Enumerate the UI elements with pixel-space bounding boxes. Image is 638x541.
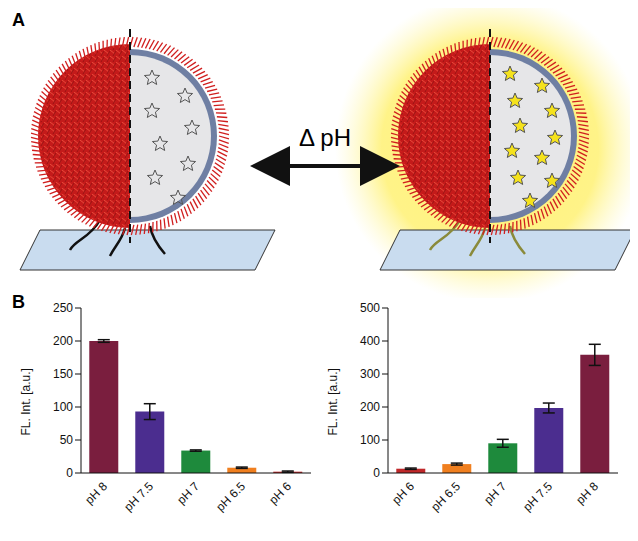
svg-text:0: 0 bbox=[66, 466, 73, 480]
svg-text:pH 8: pH 8 bbox=[82, 479, 110, 507]
html-text:B: B bbox=[12, 292, 25, 312]
svg-text:400: 400 bbox=[360, 334, 380, 348]
svg-text:50: 50 bbox=[60, 433, 74, 447]
svg-text:A: A bbox=[12, 10, 25, 30]
svg-text:pH 6: pH 6 bbox=[389, 479, 417, 507]
svg-text:200: 200 bbox=[360, 400, 380, 414]
svg-text:pH 7: pH 7 bbox=[481, 479, 509, 507]
svg-text:150: 150 bbox=[53, 367, 73, 381]
svg-text:Δ pH: Δ pH bbox=[299, 124, 351, 151]
svg-text:pH 8: pH 8 bbox=[573, 479, 601, 507]
svg-text:pH 7: pH 7 bbox=[174, 479, 202, 507]
svg-text:pH 7.5: pH 7.5 bbox=[520, 479, 555, 514]
svg-text:500: 500 bbox=[360, 301, 380, 315]
svg-text:pH 7.5: pH 7.5 bbox=[121, 479, 156, 514]
svg-text:0: 0 bbox=[373, 466, 380, 480]
svg-text:FL. Int. [a.u.]: FL. Int. [a.u.] bbox=[19, 368, 33, 435]
svg-text:100: 100 bbox=[53, 400, 73, 414]
svg-text:FL. Int. [a.u.]: FL. Int. [a.u.] bbox=[326, 368, 340, 435]
svg-text:200: 200 bbox=[53, 334, 73, 348]
svg-text:300: 300 bbox=[360, 367, 380, 381]
svg-text:pH 6.5: pH 6.5 bbox=[428, 479, 463, 514]
svg-text:100: 100 bbox=[360, 433, 380, 447]
svg-text:pH 6: pH 6 bbox=[266, 479, 294, 507]
svg-text:pH 6.5: pH 6.5 bbox=[213, 479, 248, 514]
svg-text:250: 250 bbox=[53, 301, 73, 315]
